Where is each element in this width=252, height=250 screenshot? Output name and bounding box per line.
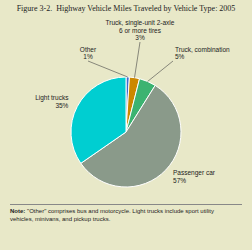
- svg-text:Truck, combination5%: Truck, combination5%: [175, 46, 230, 61]
- svg-text:Truck, single-unit 2-axle6 or: Truck, single-unit 2-axle6 or more tires…: [106, 19, 175, 41]
- svg-text:Other1%: Other1%: [80, 46, 97, 61]
- svg-text:Passenger car57%: Passenger car57%: [173, 169, 216, 184]
- html-text:Figure 3-2. Highway Vehicle Mi: Figure 3-2. Highway Vehicle Miles Travel…: [16, 4, 236, 13]
- html-text:Note: "Other" comprises bus an: Note: "Other" comprises bus and motorcyc…: [10, 208, 214, 222]
- svg-text:Light trucks35%: Light trucks35%: [35, 94, 69, 109]
